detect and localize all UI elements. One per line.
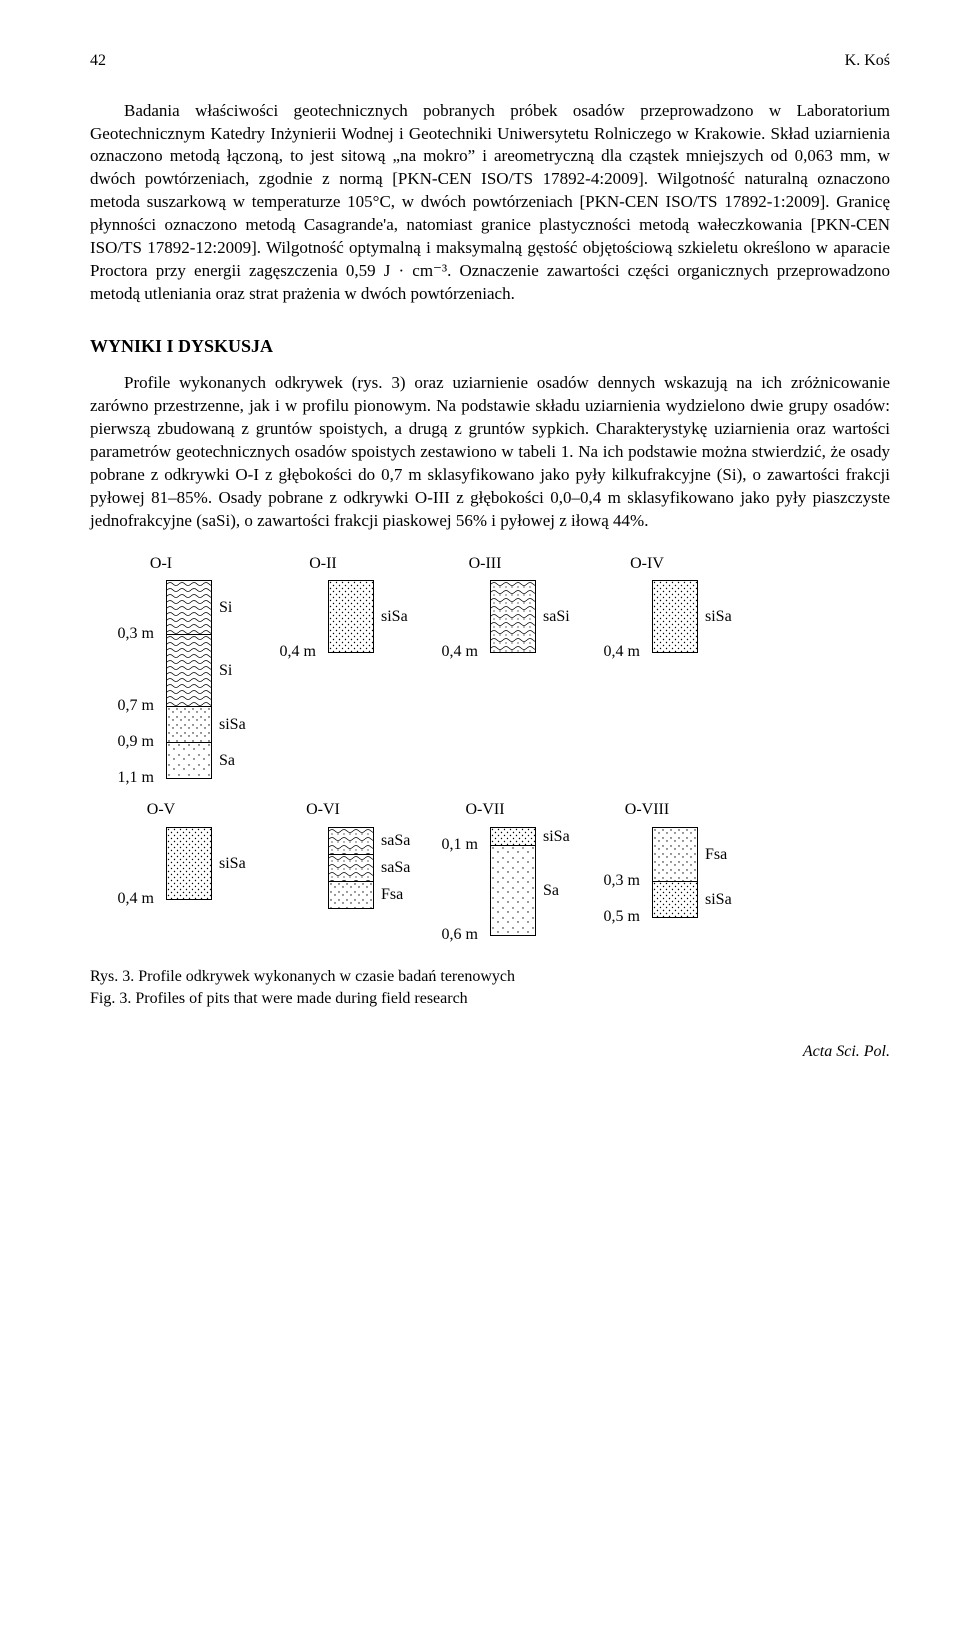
pit: O-I0,3 m0,7 m0,9 m1,1 mSiSisiSaSa bbox=[110, 553, 212, 780]
soil-layer: saSi bbox=[491, 581, 535, 653]
pit-title: O-V bbox=[110, 799, 212, 821]
layer-label: Fsa bbox=[381, 884, 403, 906]
layer-label: saSi bbox=[543, 606, 570, 628]
depth-label: 0,4 m bbox=[118, 888, 154, 910]
page-number: 42 bbox=[90, 50, 106, 72]
pit: O-III0,4 msaSi bbox=[434, 553, 536, 654]
layer-label: Si bbox=[219, 597, 232, 619]
pit-title: O-IV bbox=[596, 553, 698, 575]
pit: O-VIII0,3 m0,5 mFsasiSa bbox=[596, 799, 698, 918]
soil-layer: siSa bbox=[329, 581, 373, 653]
soil-layer: siSa bbox=[167, 828, 211, 900]
layer-label: Si bbox=[219, 660, 232, 682]
soil-layer: Fsa bbox=[653, 828, 697, 882]
soil-layer: siSa bbox=[491, 828, 535, 846]
depth-label: 0,9 m bbox=[118, 732, 154, 754]
pit: O-VII0,1 m0,6 msiSaSa bbox=[434, 799, 536, 936]
layer-label: saSa bbox=[381, 830, 410, 852]
header-author: K. Koś bbox=[845, 50, 890, 72]
depth-label: 0,6 m bbox=[442, 924, 478, 946]
layer-label: Sa bbox=[219, 750, 235, 772]
caption-en: Fig. 3. Profiles of pits that were made … bbox=[90, 988, 890, 1010]
pit-title: O-VIII bbox=[596, 799, 698, 821]
pits-row-2: O-V0,4 msiSaO-VIsaSasaSaFsaO-VII0,1 m0,6… bbox=[90, 799, 890, 936]
figure-caption: Rys. 3. Profile odkrywek wykonanych w cz… bbox=[90, 966, 890, 1011]
depth-label: 0,5 m bbox=[604, 906, 640, 928]
layer-label: siSa bbox=[705, 889, 732, 911]
soil-layer: siSa bbox=[167, 707, 211, 743]
soil-layer: Si bbox=[167, 635, 211, 707]
depth-label: 0,4 m bbox=[280, 642, 316, 664]
depth-label: 0,3 m bbox=[604, 870, 640, 892]
layer-label: siSa bbox=[705, 606, 732, 628]
pit: O-V0,4 msiSa bbox=[110, 799, 212, 900]
depth-label: 0,7 m bbox=[118, 696, 154, 718]
depth-label: 0,1 m bbox=[442, 834, 478, 856]
paragraph-1: Badania właściwości geotechnicznych pobr… bbox=[90, 100, 890, 306]
layer-label: Fsa bbox=[705, 844, 727, 866]
pit-title: O-VII bbox=[434, 799, 536, 821]
depth-label: 0,3 m bbox=[118, 624, 154, 646]
layer-label: saSa bbox=[381, 857, 410, 879]
pit: O-IV0,4 msiSa bbox=[596, 553, 698, 654]
page-header: 42 K. Koś bbox=[90, 50, 890, 72]
pits-row-1: O-I0,3 m0,7 m0,9 m1,1 mSiSisiSaSaO-II0,4… bbox=[90, 553, 890, 780]
soil-layer: saSa bbox=[329, 855, 373, 882]
layer-label: siSa bbox=[543, 826, 570, 848]
soil-layer: saSa bbox=[329, 828, 373, 855]
depth-label: 0,4 m bbox=[442, 642, 478, 664]
depth-label: 0,4 m bbox=[604, 642, 640, 664]
layer-label: Sa bbox=[543, 880, 559, 902]
soil-layer: Sa bbox=[167, 743, 211, 779]
pit-title: O-I bbox=[110, 553, 212, 575]
section-title: WYNIKI I DYSKUSJA bbox=[90, 334, 890, 358]
soil-layer: Fsa bbox=[329, 882, 373, 909]
figure-3: O-I0,3 m0,7 m0,9 m1,1 mSiSisiSaSaO-II0,4… bbox=[90, 553, 890, 1011]
layer-label: siSa bbox=[219, 714, 246, 736]
paragraph-2: Profile wykonanych odkrywek (rys. 3) ora… bbox=[90, 372, 890, 533]
soil-layer: siSa bbox=[653, 581, 697, 653]
pit-title: O-VI bbox=[272, 799, 374, 821]
pit: O-II0,4 msiSa bbox=[272, 553, 374, 654]
pit-title: O-III bbox=[434, 553, 536, 575]
body-text: Badania właściwości geotechnicznych pobr… bbox=[90, 100, 890, 533]
layer-label: siSa bbox=[219, 853, 246, 875]
depth-label: 1,1 m bbox=[118, 768, 154, 790]
soil-layer: Si bbox=[167, 581, 211, 635]
journal-footer: Acta Sci. Pol. bbox=[90, 1041, 890, 1063]
caption-pl: Rys. 3. Profile odkrywek wykonanych w cz… bbox=[90, 966, 890, 988]
soil-layer: siSa bbox=[653, 882, 697, 918]
pit-title: O-II bbox=[272, 553, 374, 575]
layer-label: siSa bbox=[381, 606, 408, 628]
soil-layer: Sa bbox=[491, 846, 535, 936]
pit: O-VIsaSasaSaFsa bbox=[272, 799, 374, 909]
